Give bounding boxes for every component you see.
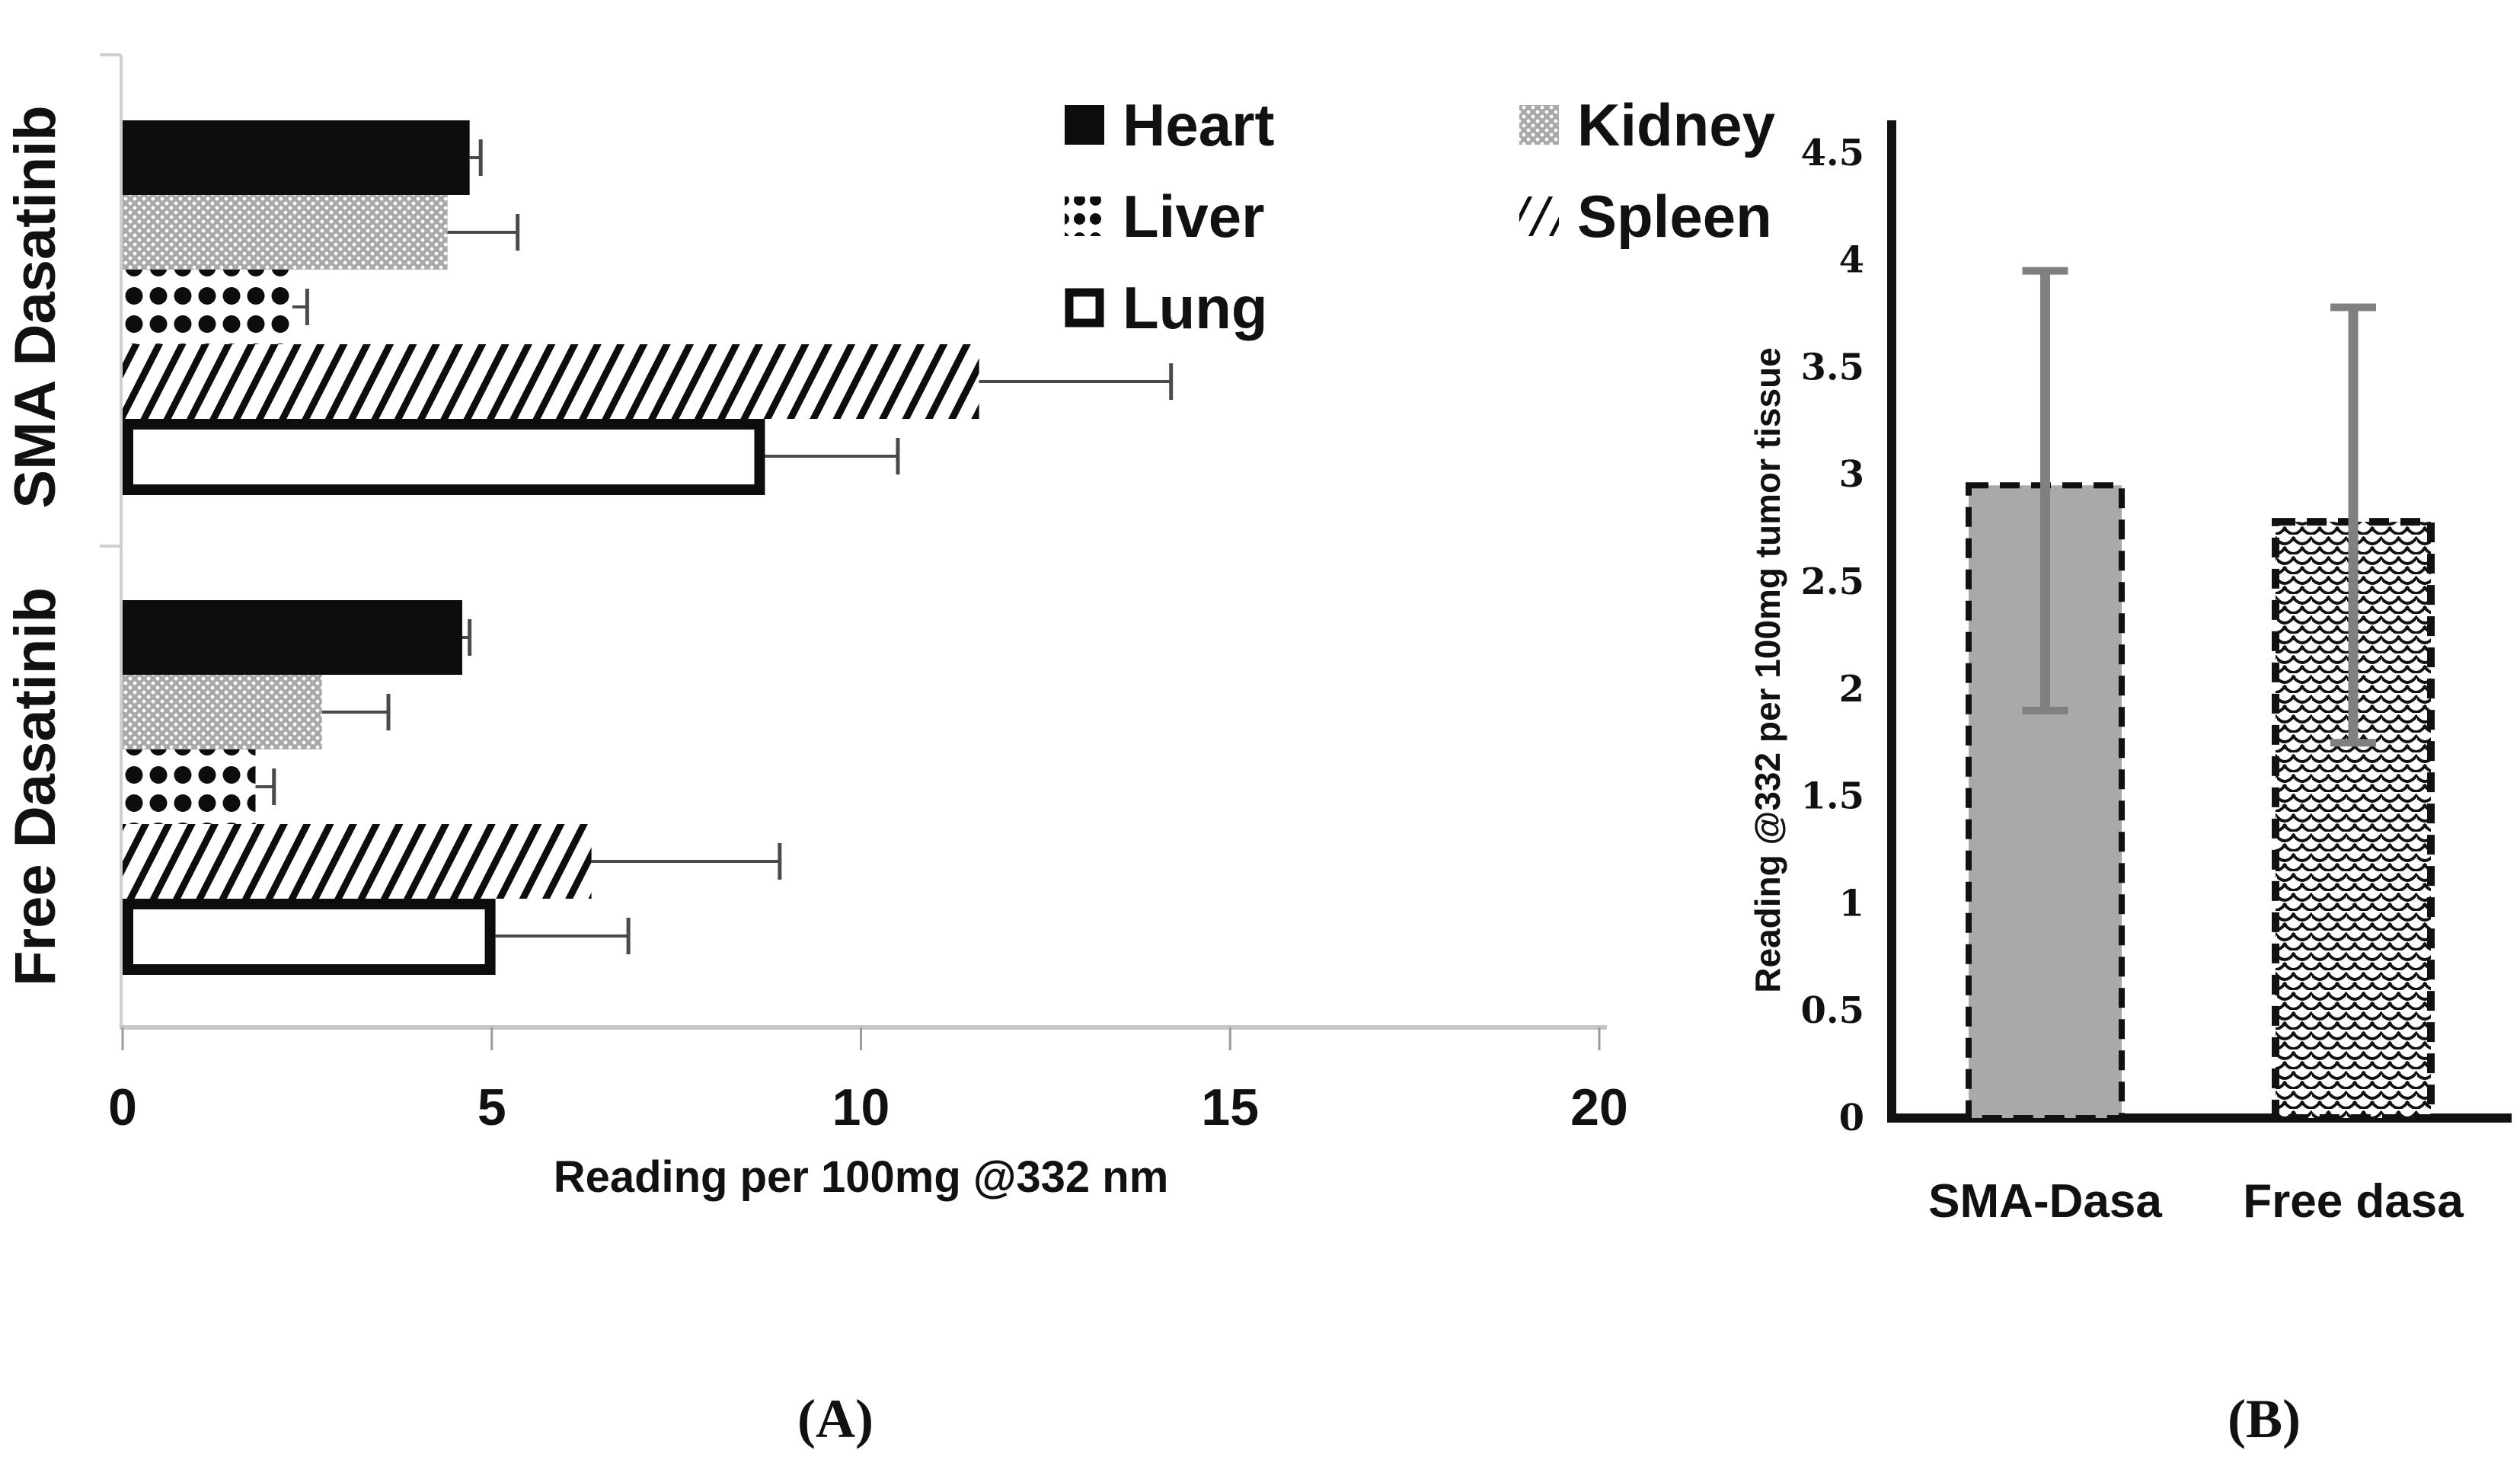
legend-swatch-lung — [1065, 288, 1104, 327]
y-tick-label: 2 — [1839, 668, 1864, 711]
bar-spleen — [123, 824, 592, 899]
group-label: SMA Dasatinib — [3, 105, 68, 508]
bar-lung — [123, 899, 496, 975]
bar-liver — [123, 749, 256, 824]
bar-heart — [123, 600, 462, 675]
legend-swatch-spleen — [1519, 196, 1559, 236]
bar-lung — [123, 419, 765, 495]
bar-spleen — [123, 344, 979, 419]
legend-label: Spleen — [1577, 183, 1772, 250]
bar-kidney — [123, 195, 448, 270]
x-axis-title: Reading per 100mg @332 nm — [554, 1152, 1169, 1202]
caption-a: (A) — [797, 1388, 874, 1449]
legend-swatch-heart — [1065, 105, 1104, 145]
category-label: SMA-Dasa — [1928, 1175, 2162, 1228]
y-tick-label: 2.5 — [1800, 561, 1864, 603]
x-tick-label: 15 — [1201, 1078, 1259, 1136]
bar-kidney — [123, 675, 322, 749]
x-tick-label: 10 — [832, 1078, 890, 1136]
category-label: Free dasa — [2243, 1175, 2464, 1228]
y-tick-label: 3.5 — [1800, 346, 1864, 388]
y-tick-label: 1.5 — [1800, 775, 1864, 818]
y-axis-title: Reading @332 per 100mg tumor tissue — [1748, 347, 1787, 993]
legend-label: Lung — [1123, 274, 1268, 341]
x-tick-label: 5 — [477, 1078, 506, 1136]
y-tick-label: 1 — [1839, 882, 1864, 925]
legend-label: Kidney — [1577, 91, 1775, 158]
y-tick-label: 0.5 — [1800, 989, 1864, 1032]
group-label: Free Dasatinib — [3, 587, 68, 986]
bar-heart — [123, 120, 470, 195]
y-tick-label: 3 — [1839, 453, 1864, 496]
legend-label: Liver — [1123, 183, 1264, 250]
chart-a-biodistribution: 0 5 10 15 20 Reading per 100mg @332 nm SMA Das… — [3, 53, 1775, 1202]
caption-b: (B) — [2228, 1388, 2301, 1449]
legend-swatch-kidney — [1519, 105, 1559, 145]
chart-b-tumor-uptake: 0 0.5 1 1.5 2 2.5 3 3.5 4 4.5 Reading @332 per 100… — [1748, 120, 2512, 1228]
legend-label: Heart — [1123, 91, 1274, 158]
x-tick-label: 20 — [1570, 1078, 1628, 1136]
y-tick-label: 0 — [1839, 1097, 1864, 1139]
bar-liver — [123, 270, 292, 344]
legend-swatch-liver — [1065, 196, 1104, 236]
y-tick-label: 4 — [1839, 239, 1864, 282]
y-tick-label: 4.5 — [1800, 132, 1864, 174]
x-tick-label: 0 — [108, 1078, 137, 1136]
